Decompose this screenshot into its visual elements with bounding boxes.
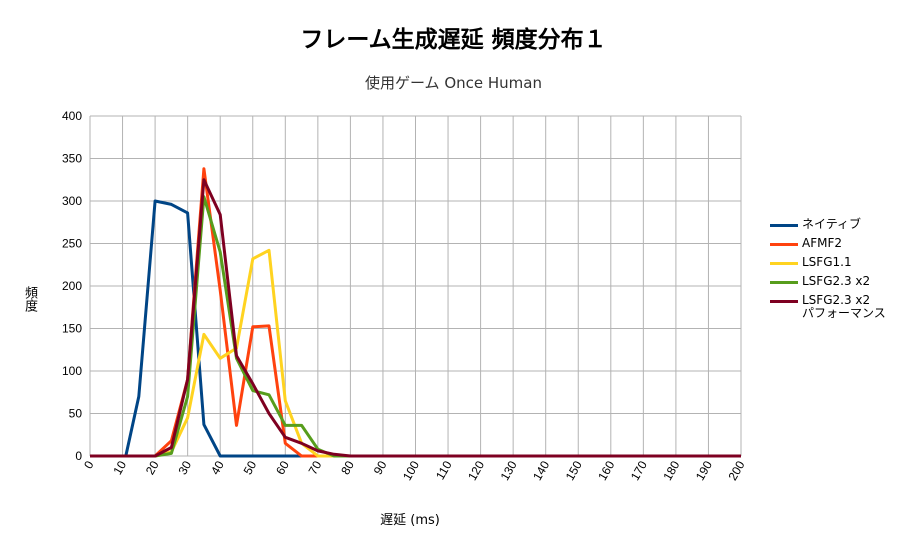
x-tick-label: 200 <box>725 458 747 483</box>
legend-label: LSFG1.1 <box>802 255 852 269</box>
legend-swatch <box>770 281 798 284</box>
x-tick-label: 20 <box>143 458 162 477</box>
y-tick-label: 400 <box>62 109 82 123</box>
chart-subtitle: 使用ゲーム Once Human <box>365 74 542 92</box>
x-tick-label: 190 <box>693 458 715 483</box>
x-tick-label: 80 <box>338 458 357 477</box>
legend-item: LSFG1.1 <box>770 256 886 275</box>
legend-swatch <box>770 243 798 246</box>
y-tick-label: 150 <box>62 322 82 336</box>
y-tick-label: 200 <box>62 279 82 293</box>
legend-swatch <box>770 262 798 265</box>
x-tick-label: 140 <box>530 458 552 483</box>
x-tick-label: 160 <box>595 458 617 483</box>
legend: ネイティブ AFMF2 LSFG1.1 LSFG2.3 x2 LSFG2.3 x2 パフォ… <box>770 218 886 320</box>
x-tick-label: 70 <box>306 458 325 477</box>
x-axis-label: 遅延 (ms) <box>380 513 440 528</box>
legend-swatch <box>770 300 798 303</box>
x-tick-label: 170 <box>628 458 650 483</box>
x-tick-label: 130 <box>498 458 520 483</box>
legend-item: LSFG2.3 x2 <box>770 275 886 294</box>
x-tick-label: 180 <box>660 458 682 483</box>
legend-item: LSFG2.3 x2 パフォーマンス <box>770 294 886 320</box>
y-tick-label: 300 <box>62 194 82 208</box>
y-tick-label: 50 <box>69 407 83 421</box>
legend-label: LSFG2.3 x2 <box>802 274 871 288</box>
x-tick-label: 60 <box>273 458 292 477</box>
y-tick-label: 350 <box>62 152 82 166</box>
chart-title: フレーム生成遅延 頻度分布１ <box>300 27 607 53</box>
legend-swatch <box>770 224 798 227</box>
x-tick-label: 120 <box>465 458 487 483</box>
x-tick-label: 10 <box>110 458 129 477</box>
y-axis-label: 頻度 <box>22 286 37 312</box>
x-tick-label: 50 <box>241 458 260 477</box>
legend-label: ネイティブ <box>802 217 862 231</box>
legend-item: AFMF2 <box>770 237 886 256</box>
series-line-5 <box>90 178 741 458</box>
x-tick-label: 90 <box>371 458 390 477</box>
x-tick-label: 150 <box>563 458 585 483</box>
x-tick-label: 0 <box>81 458 97 471</box>
x-tick-label: 30 <box>175 458 194 477</box>
x-tick-label: 110 <box>433 458 455 482</box>
y-tick-label: 250 <box>62 237 82 251</box>
legend-label: AFMF2 <box>802 236 843 250</box>
legend-label: LSFG2.3 x2 パフォーマンス <box>802 293 886 320</box>
legend-item: ネイティブ <box>770 218 886 237</box>
y-tick-label: 100 <box>62 364 82 378</box>
y-tick-label: 0 <box>75 449 82 463</box>
x-tick-label: 40 <box>208 458 227 477</box>
x-tick-label: 100 <box>400 458 422 483</box>
